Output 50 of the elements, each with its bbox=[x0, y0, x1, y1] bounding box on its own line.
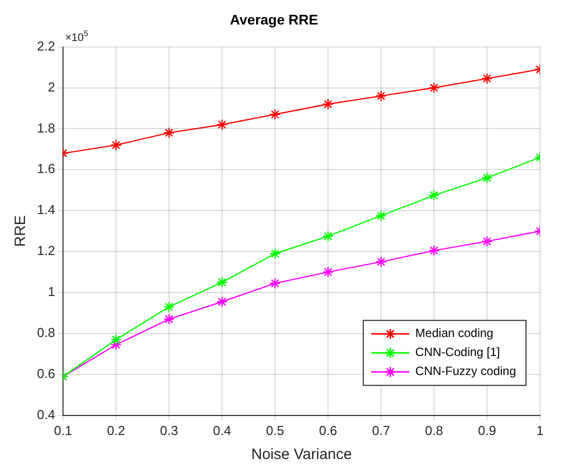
x-tick-label: 0.2 bbox=[107, 422, 126, 438]
y-tick-label: 1.6 bbox=[36, 161, 56, 176]
point bbox=[481, 172, 493, 184]
point bbox=[375, 256, 387, 268]
point bbox=[163, 127, 175, 138]
point bbox=[163, 301, 175, 313]
x-tick-label: 0.7 bbox=[372, 422, 390, 438]
point bbox=[322, 98, 334, 110]
point bbox=[216, 118, 228, 130]
point bbox=[216, 276, 228, 288]
legend-label: Median coding bbox=[415, 326, 494, 340]
x-tick-label: 0.9 bbox=[478, 422, 496, 438]
y-tick-label: 1 bbox=[48, 284, 56, 300]
x-tick-label: 0.4 bbox=[213, 422, 232, 438]
y-tick-label: 0.6 bbox=[36, 366, 56, 382]
point bbox=[163, 314, 175, 325]
y-tick-label: 2.2 bbox=[36, 38, 56, 54]
y-tick-label: 0.4 bbox=[36, 406, 56, 422]
point bbox=[110, 339, 122, 350]
point bbox=[216, 296, 228, 308]
chart-title: Average RRE bbox=[230, 11, 318, 28]
point bbox=[481, 72, 493, 84]
point bbox=[481, 236, 493, 247]
x-tick-label: 1 bbox=[536, 422, 544, 438]
point bbox=[110, 334, 122, 346]
point bbox=[375, 210, 387, 222]
point bbox=[110, 139, 122, 151]
y-tick-label: 0.8 bbox=[36, 325, 56, 340]
point bbox=[269, 248, 281, 260]
point bbox=[375, 90, 387, 102]
x-tick-label: 0.8 bbox=[424, 422, 444, 438]
point bbox=[269, 278, 281, 289]
x-tick-label: 0.3 bbox=[160, 422, 178, 438]
point bbox=[322, 266, 334, 278]
x-axis-title: Noise Variance bbox=[251, 446, 352, 464]
point bbox=[428, 244, 440, 256]
y-tick-label: 1.2 bbox=[36, 243, 56, 258]
y-tick-label: 1.8 bbox=[36, 120, 56, 136]
x-tick-label: 0.6 bbox=[318, 422, 338, 438]
point bbox=[428, 190, 440, 201]
y-tick-label: 2 bbox=[48, 79, 56, 94]
legend-label: CNN-Fuzzy coding bbox=[415, 364, 516, 378]
point bbox=[322, 230, 334, 242]
x-tick-label: 0.5 bbox=[266, 422, 284, 438]
point bbox=[269, 108, 281, 120]
y-tick-label: 1.4 bbox=[36, 202, 56, 218]
legend-label: CNN-Coding [1] bbox=[415, 345, 500, 360]
point bbox=[428, 82, 440, 94]
y-axis-title: RRE bbox=[12, 215, 30, 247]
x-tick-label: 0.1 bbox=[54, 422, 72, 438]
